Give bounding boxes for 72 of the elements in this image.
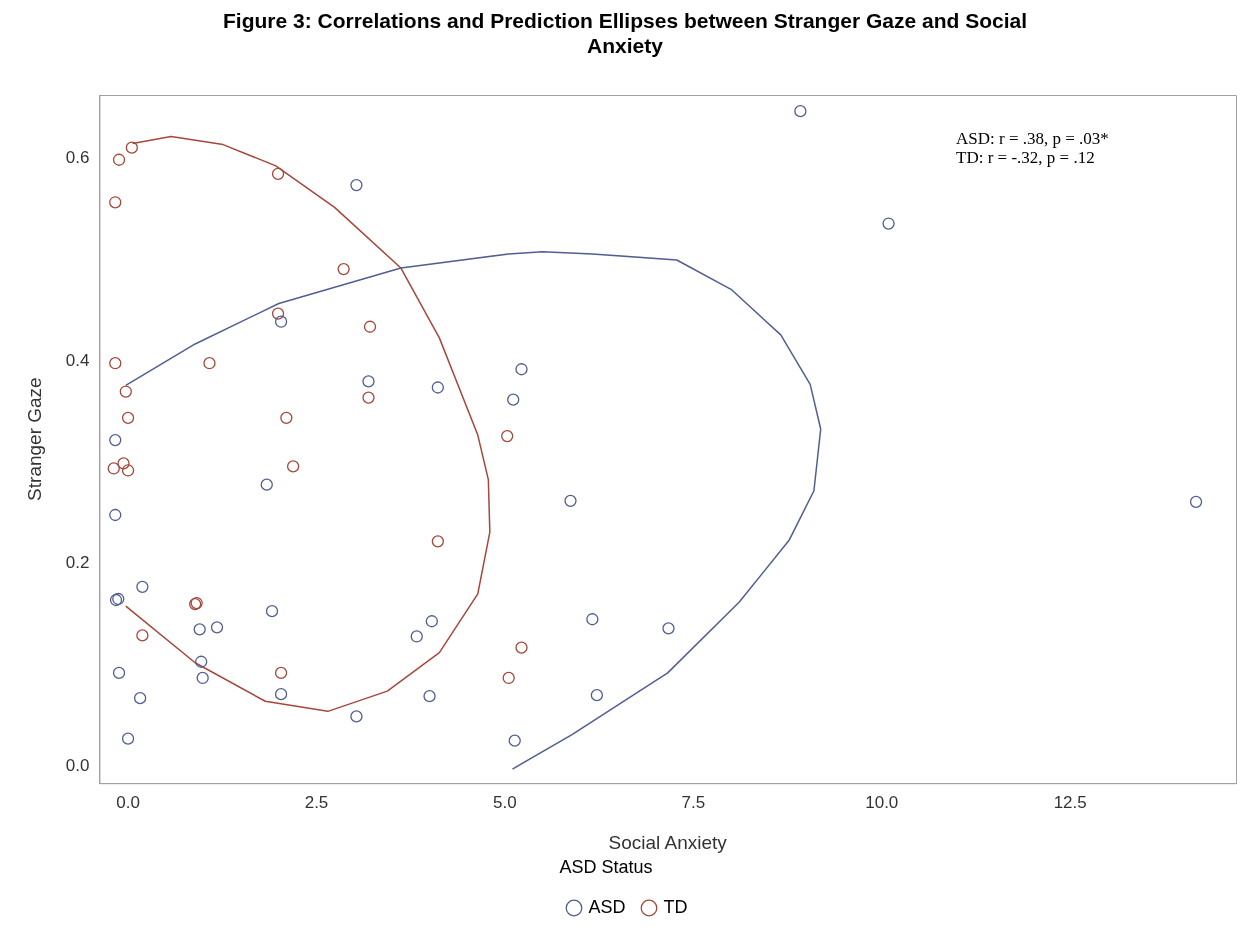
y-tick-label: 0.4: [65, 350, 90, 370]
point: [121, 732, 135, 745]
point: [274, 315, 288, 328]
point: [121, 464, 135, 477]
point: [136, 580, 149, 594]
point: [423, 690, 436, 703]
point: [362, 375, 375, 388]
point: [350, 710, 363, 723]
point: [431, 381, 444, 394]
point: [193, 623, 206, 636]
point: [882, 217, 895, 230]
point: [119, 385, 132, 398]
annotation: TD: r = -.32, p = .12: [956, 147, 1095, 167]
x-tick-label: 7.5: [681, 793, 706, 813]
point: [260, 478, 273, 491]
point: [274, 666, 288, 680]
point: [286, 460, 300, 473]
annotation: ASD: r = .38, p = .03*: [956, 128, 1109, 148]
point: [794, 105, 807, 118]
point: [121, 411, 135, 424]
x-tick-label: 5.0: [493, 793, 517, 813]
legend-title: ASD Status: [559, 857, 653, 878]
point: [515, 363, 528, 376]
point: [210, 621, 224, 634]
point: [109, 508, 122, 522]
point: [662, 622, 675, 635]
point: [431, 535, 444, 548]
point: [586, 613, 599, 626]
point: [502, 671, 515, 685]
point: [271, 167, 285, 181]
point: [508, 734, 521, 747]
point: [507, 393, 520, 406]
point: [109, 357, 122, 370]
point: [203, 357, 216, 370]
x-tick-label: 2.5: [304, 793, 329, 813]
x-tick-label: 0.0: [116, 793, 140, 813]
point: [274, 687, 288, 701]
point: [337, 262, 350, 276]
point: [265, 605, 279, 618]
point: [109, 196, 122, 209]
point: [112, 153, 126, 166]
point: [362, 391, 375, 404]
point: [410, 630, 423, 643]
point: [425, 615, 438, 628]
point: [196, 671, 209, 685]
point: [271, 307, 285, 320]
point: [133, 692, 147, 705]
point: [1189, 495, 1203, 508]
point: [590, 689, 604, 702]
x-tick-label: 10.0: [865, 793, 899, 813]
y-tick-label: 0.0: [65, 755, 90, 775]
point: [109, 433, 122, 447]
x-tick-label: 12.5: [1053, 793, 1087, 813]
legend-label: ASD: [588, 896, 626, 917]
y-tick-label: 0.6: [65, 148, 90, 168]
point: [117, 457, 130, 470]
point: [363, 320, 377, 333]
x-axis-title: Social Anxiety: [608, 832, 728, 854]
y-tick-label: 0.2: [65, 553, 90, 573]
point: [280, 411, 293, 424]
point: [107, 462, 120, 475]
point: [112, 666, 126, 680]
point: [136, 629, 149, 642]
chart-title: Figure 3: Correlations and Prediction Ellipses between Stranger Gaze and Social Anxiety: [221, 8, 1028, 58]
legend-label: TD: [663, 896, 688, 917]
point: [501, 429, 514, 443]
point: [515, 641, 528, 654]
point: [564, 494, 577, 507]
y-axis-title: Stranger Gaze: [23, 377, 45, 501]
point: [350, 178, 363, 192]
point: [195, 655, 208, 668]
point: [125, 141, 138, 154]
